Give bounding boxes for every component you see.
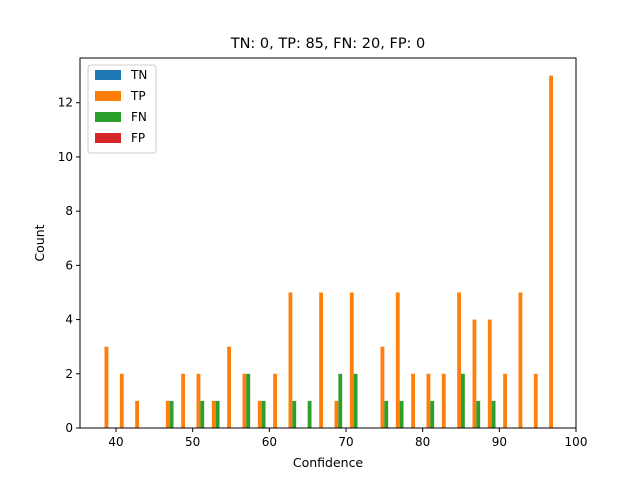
bar-tp-26	[503, 373, 508, 428]
y-tick-label-6: 6	[65, 258, 73, 272]
legend: TN TP FN FP	[87, 64, 157, 154]
legend-label-tn: TN	[130, 68, 147, 82]
y-tick-label-0: 0	[65, 421, 73, 435]
y-tick-label-2: 2	[65, 367, 73, 381]
y-tick-label-12: 12	[58, 96, 73, 110]
bar-tp-23	[457, 292, 462, 428]
bar-tp-1	[119, 373, 124, 428]
bar-fn-13	[307, 400, 312, 428]
bar-tp-0	[104, 346, 109, 428]
bar-tp-27	[518, 292, 523, 428]
bar-tp-4	[165, 400, 170, 428]
chart-title: TN: 0, TP: 85, FN: 20, FP: 0	[230, 36, 426, 52]
bar-tp-15	[334, 400, 339, 428]
bar-tp-8	[227, 346, 232, 428]
bar-tp-5	[181, 373, 186, 428]
bar-fn-23	[461, 373, 465, 428]
bar-fn-19	[399, 400, 404, 428]
bar-fn-12	[292, 400, 297, 428]
y-axis-label: Count	[32, 224, 47, 261]
bar-tp-25	[487, 319, 492, 428]
x-tick-label-40: 40	[108, 435, 123, 449]
plot-frame	[79, 57, 577, 429]
bar-tp-6	[196, 373, 201, 428]
bar-tp-29	[549, 75, 554, 428]
bar-fn-7	[215, 400, 220, 428]
legend-label-fn: FN	[131, 110, 147, 124]
bar-fn-18	[384, 400, 389, 428]
bar-tp-14	[319, 292, 324, 428]
legend-swatch-tn	[95, 70, 121, 80]
bar-fn-24	[476, 400, 481, 428]
legend-label-tp: TP	[130, 89, 146, 103]
bar-fn-9	[246, 373, 251, 428]
legend-label-fp: FP	[131, 131, 145, 145]
bar-tp-7	[211, 400, 216, 428]
legend-swatch-tp	[95, 91, 121, 101]
bar-tp-9	[242, 373, 247, 428]
legend-swatch-fp	[95, 133, 121, 143]
bar-tp-2	[135, 400, 140, 428]
y-tick-label-10: 10	[58, 150, 73, 164]
x-axis-ticks: 40 50 60 70 80 90 100	[108, 428, 587, 449]
bar-tp-12	[288, 292, 293, 428]
bar-tp-22	[441, 373, 446, 428]
bar-fn-16	[353, 373, 358, 428]
bar-tp-20	[411, 373, 416, 428]
bar-tp-19	[395, 292, 400, 428]
bar-fn-21	[430, 400, 435, 428]
y-tick-label-4: 4	[65, 313, 73, 327]
bar-fn-4	[169, 400, 174, 428]
x-tick-label-100: 100	[565, 435, 588, 449]
x-tick-label-80: 80	[415, 435, 430, 449]
bar-fn-25	[491, 400, 496, 428]
x-tick-label-90: 90	[492, 435, 507, 449]
bar-fn-6	[200, 400, 205, 428]
x-axis-label: Confidence	[293, 455, 364, 470]
bar-tp-11	[273, 373, 278, 428]
bar-tp-16	[349, 292, 354, 428]
bar-tp-24	[472, 319, 477, 428]
legend-swatch-fn	[95, 112, 121, 122]
y-axis-ticks: 0 2 4 6 8 10 12	[58, 96, 80, 435]
bar-tp-10	[257, 400, 262, 428]
x-tick-label-70: 70	[338, 435, 353, 449]
bars-group	[104, 75, 554, 428]
x-tick-label-60: 60	[262, 435, 277, 449]
bar-tp-18	[380, 346, 385, 428]
x-tick-label-50: 50	[185, 435, 200, 449]
y-tick-label-8: 8	[65, 204, 73, 218]
bar-tp-28	[533, 373, 538, 428]
bar-tp-21	[426, 373, 431, 428]
bar-fn-10	[261, 400, 266, 428]
bar-fn-15	[338, 373, 343, 428]
legend-box	[87, 64, 157, 154]
